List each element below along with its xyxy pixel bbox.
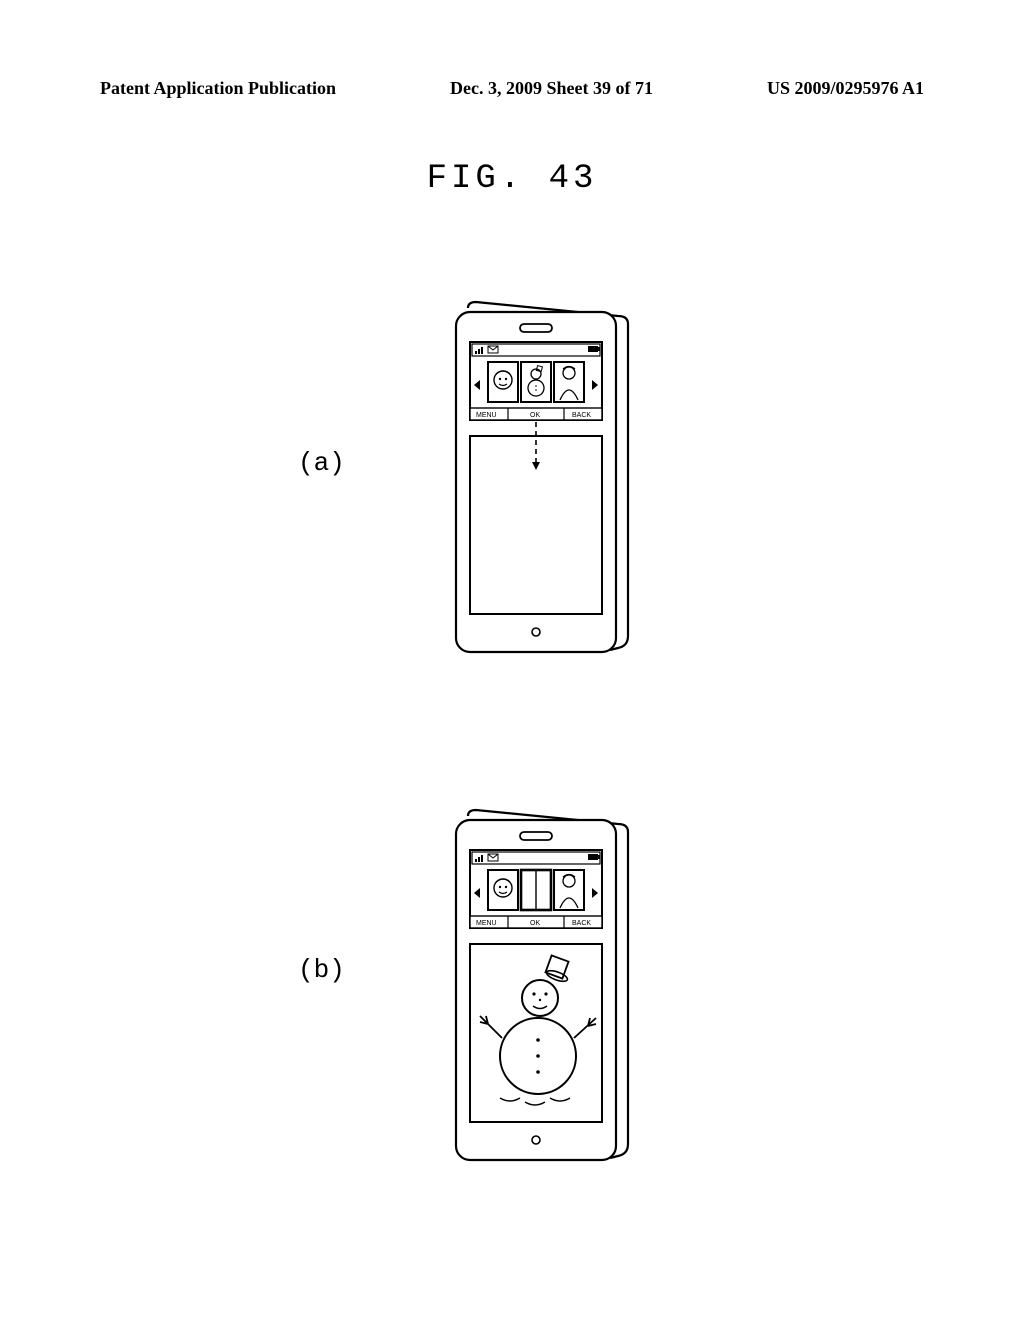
svg-text:MENU: MENU xyxy=(476,920,497,927)
svg-text:BACK: BACK xyxy=(572,920,591,927)
header-left: Patent Application Publication xyxy=(100,78,336,99)
header-right: US 2009/0295976 A1 xyxy=(767,78,924,99)
svg-text:OK: OK xyxy=(530,920,540,927)
label-b: (b) xyxy=(298,955,345,985)
phone-drawing-a: MENU OK BACK xyxy=(440,300,650,680)
softkey-back: BACK xyxy=(572,412,591,419)
softkey-menu: MENU xyxy=(476,412,497,419)
header-center: Dec. 3, 2009 Sheet 39 of 71 xyxy=(450,78,653,99)
figure-title: FIG. 43 xyxy=(0,160,1024,198)
page-header: Patent Application Publication Dec. 3, 2… xyxy=(0,78,1024,99)
phone-drawing-b: MENU OK BACK xyxy=(440,808,650,1188)
label-a: (a) xyxy=(298,448,345,478)
softkey-ok: OK xyxy=(530,412,540,419)
